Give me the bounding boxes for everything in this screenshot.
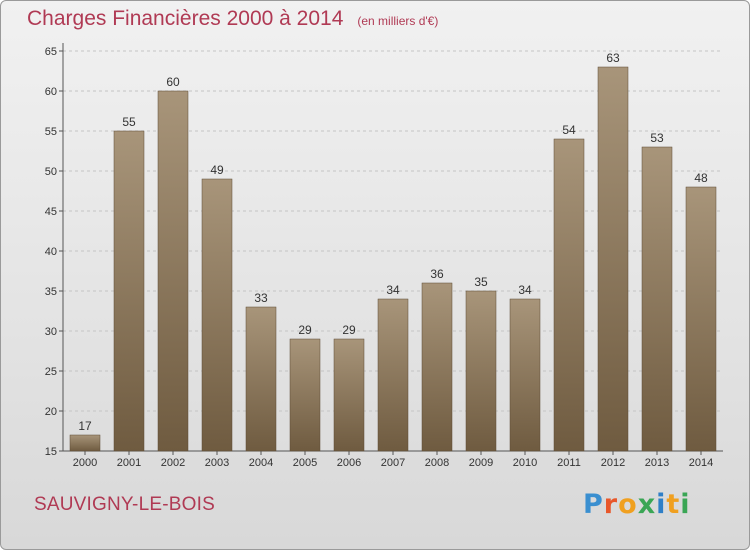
y-tick-label: 65 (45, 46, 57, 58)
data-label-2012: 63 (606, 51, 620, 65)
data-label-2002: 60 (166, 75, 180, 89)
bar-2005 (289, 338, 321, 452)
bar-2000 (69, 434, 101, 452)
logo-letter: x (637, 489, 657, 520)
data-label-2014: 48 (694, 171, 708, 185)
bar-2002 (157, 90, 189, 452)
x-tick-label: 2010 (513, 457, 537, 469)
bar-2010 (509, 298, 541, 452)
logo-letter: r (603, 489, 619, 520)
y-tick-label: 20 (45, 406, 57, 418)
x-tick-label: 2007 (381, 457, 405, 469)
proxiti-logo: Proxiti (583, 489, 691, 520)
data-label-2000: 17 (78, 419, 92, 433)
y-tick-label: 50 (45, 166, 57, 178)
bar-2004 (245, 306, 277, 452)
data-label-2004: 33 (254, 291, 268, 305)
bar-2006 (333, 338, 365, 452)
chart-title-text: Charges Financières 2000 à 2014 (27, 7, 344, 30)
y-tick-label: 40 (45, 246, 57, 258)
x-tick-label: 2009 (469, 457, 493, 469)
y-tick-label: 45 (45, 206, 57, 218)
x-tick-label: 2006 (337, 457, 361, 469)
bar-2013 (641, 146, 673, 452)
bar-2014 (685, 186, 717, 452)
place-name: SAUVIGNY-LE-BOIS (34, 494, 215, 515)
y-tick-label: 30 (45, 326, 57, 338)
x-tick-label: 2004 (249, 457, 273, 469)
data-label-2003: 49 (210, 163, 224, 177)
y-tick-label: 60 (45, 86, 57, 98)
data-label-2006: 29 (342, 323, 356, 337)
x-tick-label: 2012 (601, 457, 625, 469)
bars (69, 66, 717, 452)
x-tick-label: 2001 (117, 457, 141, 469)
bar-2011 (553, 138, 585, 452)
bar-2001 (113, 130, 145, 452)
logo-letter: i (680, 489, 691, 520)
logo-letter: P (583, 489, 604, 520)
data-label-2005: 29 (298, 323, 312, 337)
bar-2009 (465, 290, 497, 452)
x-tick-label: 2003 (205, 457, 229, 469)
data-labels: 17 55 60 49 33 29 29 34 36 35 34 54 63 53 48 (78, 51, 708, 433)
bar-2012 (597, 66, 629, 452)
x-tick-label: 2005 (293, 457, 317, 469)
chart-title: Charges Financières 2000 à 2014 (en milli… (27, 7, 438, 31)
bar-2003 (201, 178, 233, 452)
x-tick-label: 2000 (73, 457, 97, 469)
x-tick-label: 2014 (689, 457, 713, 469)
y-tick-label: 55 (45, 126, 57, 138)
data-label-2011: 54 (562, 123, 576, 137)
x-tick-label: 2008 (425, 457, 449, 469)
data-label-2008: 36 (430, 267, 444, 281)
y-tick-label: 15 (45, 446, 57, 458)
logo-letter: t (666, 489, 681, 520)
bar-2008 (421, 282, 453, 452)
bar-2007 (377, 298, 409, 452)
data-label-2013: 53 (650, 131, 664, 145)
x-tick-label: 2013 (645, 457, 669, 469)
logo-letter: o (618, 489, 638, 520)
data-label-2001: 55 (122, 115, 136, 129)
y-tick-label: 35 (45, 286, 57, 298)
y-tick-label: 25 (45, 366, 57, 378)
data-label-2009: 35 (474, 275, 488, 289)
chart-subtitle: (en milliers d'€) (357, 14, 439, 28)
x-tick-label: 2002 (161, 457, 185, 469)
data-label-2007: 34 (386, 283, 400, 297)
data-label-2010: 34 (518, 283, 532, 297)
x-tick-label: 2011 (557, 457, 581, 469)
logo-letter: i (656, 489, 667, 520)
